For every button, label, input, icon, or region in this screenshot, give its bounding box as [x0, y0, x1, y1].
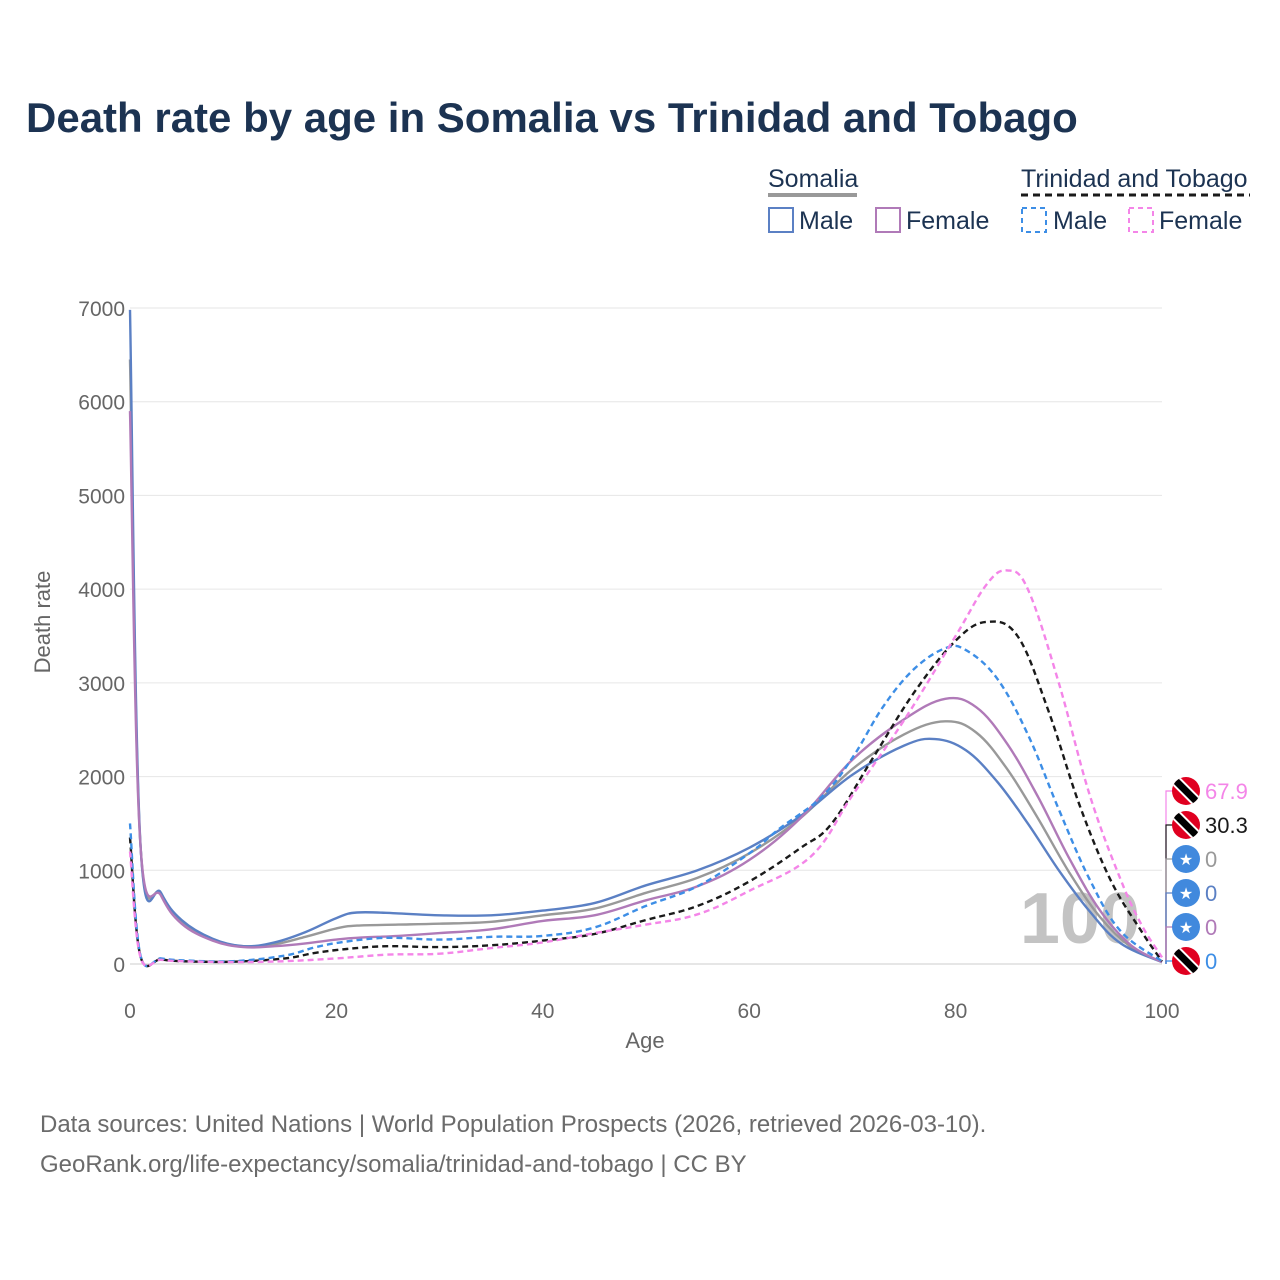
legend-tt-male-swatch — [1021, 207, 1047, 233]
end-label-connector — [1165, 858, 1174, 964]
x-tick-label: 80 — [944, 1000, 967, 1023]
series-line-somalia-female — [128, 411, 1163, 964]
x-tick-label: 60 — [738, 1000, 761, 1023]
y-tick-label: 2000 — [78, 767, 125, 790]
legend-tt-female: Female — [1159, 207, 1242, 235]
series-line-trinidad-and-tobago-female — [128, 569, 1164, 968]
end-label-connector — [1165, 926, 1174, 964]
svg-text:★: ★ — [1179, 884, 1193, 903]
x-tick-label: 0 — [124, 1000, 136, 1023]
source-line-1: Data sources: United Nations | World Pop… — [40, 1111, 986, 1138]
y-tick-label: 6000 — [78, 392, 125, 415]
end-label-connector — [1165, 790, 1174, 964]
gridlines — [130, 307, 1162, 965]
axis-ticks: 0 1000 2000 3000 4000 5000 6000 7000 0 20 40 60 80 10… — [78, 298, 1179, 1023]
end-label-flag-icon: ★ — [1172, 845, 1200, 873]
legend-tt-female-swatch — [1128, 207, 1154, 233]
y-tick-label: 3000 — [78, 673, 125, 696]
svg-text:★: ★ — [1179, 850, 1193, 869]
end-label-value: 0 — [1205, 949, 1217, 974]
chart-title: Death rate by age in Somalia vs Trinidad… — [26, 94, 1078, 141]
x-tick-label: 40 — [531, 1000, 554, 1023]
y-tick-label: 1000 — [78, 860, 125, 883]
legend-tt-male: Male — [1053, 207, 1107, 235]
end-label-flag-icon — [1172, 777, 1200, 805]
x-axis-label: Age — [625, 1028, 664, 1053]
legend-somalia-female: Female — [906, 207, 989, 235]
legend-group-somalia: Somalia — [768, 165, 858, 193]
y-tick-label: 5000 — [78, 485, 125, 508]
svg-text:★: ★ — [1179, 918, 1193, 937]
series-line-trinidad-and-tobago-male — [128, 644, 1163, 968]
year-watermark: 100 — [1020, 879, 1140, 959]
legend-somalia-male-swatch — [768, 207, 794, 233]
end-label-value: 0 — [1205, 847, 1217, 872]
y-tick-label: 4000 — [78, 579, 125, 602]
legend-somalia-male: Male — [799, 207, 853, 235]
legend: Somalia Male Female Trinidad and Tobago … — [768, 165, 1250, 235]
y-axis-label: Death rate — [30, 571, 55, 674]
end-label-value: 0 — [1205, 915, 1217, 940]
end-label-flag-icon — [1172, 811, 1200, 839]
end-label-flag-icon: ★ — [1172, 913, 1200, 941]
end-label-flag-icon — [1172, 947, 1200, 975]
end-label-value: 30.3 — [1205, 813, 1248, 838]
end-label-value: 67.9 — [1205, 779, 1248, 804]
end-labels: 67.9 30.3 ★ 0 ★ 0 ★ 0 0 — [1165, 777, 1248, 975]
end-label-value: 0 — [1205, 881, 1217, 906]
end-label-flag-icon: ★ — [1172, 879, 1200, 907]
y-tick-label: 0 — [113, 954, 125, 977]
series — [128, 309, 1164, 968]
x-tick-label: 20 — [325, 1000, 348, 1023]
x-tick-label: 100 — [1144, 1000, 1179, 1023]
legend-somalia-female-swatch — [875, 207, 901, 233]
series-line-somalia-male — [128, 309, 1163, 964]
source-line-2: GeoRank.org/life-expectancy/somalia/trin… — [40, 1151, 747, 1178]
end-label-connector — [1165, 960, 1174, 964]
legend-group-tt: Trinidad and Tobago — [1021, 165, 1248, 193]
series-line-somalia-total — [128, 359, 1163, 964]
y-tick-label: 7000 — [78, 298, 125, 321]
